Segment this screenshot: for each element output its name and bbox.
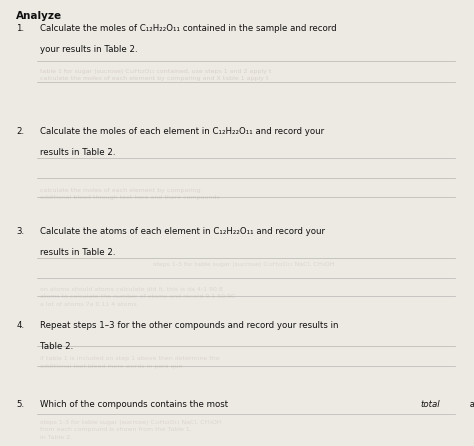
Text: Repeat steps 1–3 for the other compounds and record your results in: Repeat steps 1–3 for the other compounds… — [39, 321, 338, 330]
Text: Calculate the atoms of each element in C₁₂H₂₂O₁₁ and record your: Calculate the atoms of each element in C… — [39, 227, 325, 236]
Text: table 1 for sugar (sucrose) C₁₂H₂₂O₁₁ contained, use steps 1 and 2 apply t: table 1 for sugar (sucrose) C₁₂H₂₂O₁₁ co… — [39, 69, 271, 74]
Text: on atoms should atoms calculate did it, this is da 4:1 90.8: on atoms should atoms calculate did it, … — [39, 286, 222, 291]
Text: Which of the compounds contains the most: Which of the compounds contains the most — [39, 400, 230, 409]
Text: steps 1-3 for table sugar (sucrose) C₁₂H₂₂O₁₁ NaCl, CH₃OH: steps 1-3 for table sugar (sucrose) C₁₂H… — [154, 262, 335, 267]
Text: calculate the moles of each element by comparing: calculate the moles of each element by c… — [39, 188, 200, 193]
Text: a lot of atoms 7a 0.11 4 atoms: a lot of atoms 7a 0.11 4 atoms — [39, 301, 137, 307]
Text: 5.: 5. — [16, 400, 25, 409]
Text: from each compound is shown from the Table 1.: from each compound is shown from the Tab… — [39, 427, 191, 432]
Text: 4.: 4. — [16, 321, 25, 330]
Text: results in Table 2.: results in Table 2. — [39, 148, 115, 157]
Text: results in Table 2.: results in Table 2. — [39, 248, 115, 257]
Text: Table 2.: Table 2. — [39, 343, 73, 351]
Text: 3.: 3. — [16, 227, 25, 236]
Text: 1.: 1. — [16, 24, 25, 33]
Text: calculate the moles of each element by comparing and X table 1 apply t: calculate the moles of each element by c… — [39, 76, 268, 81]
Text: 2.: 2. — [16, 127, 25, 136]
Text: in Table 2.: in Table 2. — [39, 434, 72, 440]
Text: if table 1 is included on step 1 above then determine the: if table 1 is included on step 1 above t… — [39, 356, 219, 361]
Text: Calculate the moles of each element in C₁₂H₂₂O₁₁ and record your: Calculate the moles of each element in C… — [39, 127, 324, 136]
Text: atoms to calculate the number of atoms and record 9.1 50,90: atoms to calculate the number of atoms a… — [39, 294, 235, 299]
Text: Analyze: Analyze — [16, 11, 63, 21]
Text: steps 1-3 for table sugar (sucrose) C₁₂H₂₂O₁₁ NaCl, CH₃OH: steps 1-3 for table sugar (sucrose) C₁₂H… — [39, 420, 221, 425]
Text: Calculate the moles of C₁₂H₂₂O₁₁ contained in the sample and record: Calculate the moles of C₁₂H₂₂O₁₁ contain… — [39, 24, 336, 33]
Text: total: total — [420, 400, 440, 409]
Text: your results in Table 2.: your results in Table 2. — [39, 45, 137, 54]
Text: additional text bleed more words in para que: additional text bleed more words in para… — [39, 364, 182, 369]
Text: additional bleed through text here and there compounds: additional bleed through text here and t… — [39, 195, 219, 200]
Text: atoms?: atoms? — [467, 400, 474, 409]
